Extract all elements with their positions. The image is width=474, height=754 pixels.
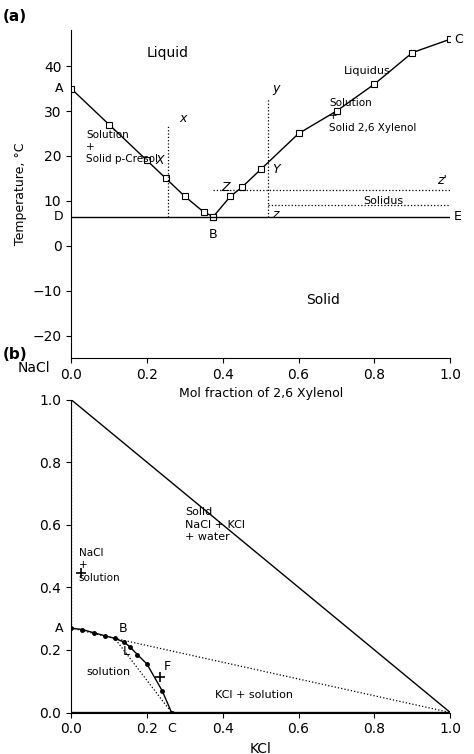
Text: x: x	[179, 112, 187, 124]
Text: C: C	[454, 32, 463, 46]
Text: NaCl
+
solution: NaCl + solution	[79, 548, 120, 583]
Text: X: X	[155, 154, 164, 167]
Text: (b): (b)	[3, 347, 27, 362]
Text: solution: solution	[86, 667, 130, 677]
Text: Solution
+
Solid p-Cresol: Solution + Solid p-Cresol	[86, 130, 158, 164]
Text: Liquid: Liquid	[147, 46, 189, 60]
Text: L: L	[123, 645, 130, 658]
Text: Solution
+
Solid 2,6 Xylenol: Solution + Solid 2,6 Xylenol	[329, 98, 416, 133]
Text: Z: Z	[221, 181, 229, 194]
Y-axis label: Temperature, °C: Temperature, °C	[14, 143, 27, 245]
X-axis label: KCl: KCl	[250, 742, 272, 754]
Text: z': z'	[437, 174, 447, 188]
Text: C: C	[167, 722, 176, 735]
Text: NaCl: NaCl	[18, 360, 51, 375]
Text: E: E	[454, 210, 462, 223]
Text: Solidus: Solidus	[363, 196, 403, 207]
Text: A: A	[55, 82, 64, 95]
Text: y: y	[272, 82, 280, 95]
Text: Solid
NaCl + KCl
+ water: Solid NaCl + KCl + water	[185, 507, 245, 542]
Text: B: B	[118, 622, 127, 635]
Text: KCl + solution: KCl + solution	[215, 691, 293, 700]
Text: D: D	[54, 210, 64, 223]
Text: Solid: Solid	[306, 293, 340, 307]
X-axis label: Mol fraction of 2,6 Xylenol: Mol fraction of 2,6 Xylenol	[179, 388, 343, 400]
Text: F: F	[164, 661, 171, 673]
Text: (a): (a)	[3, 8, 27, 23]
Text: A: A	[55, 621, 64, 635]
Text: Y: Y	[272, 163, 280, 176]
Text: B: B	[209, 228, 218, 241]
Text: z: z	[272, 207, 279, 221]
Text: Liquidus: Liquidus	[344, 66, 391, 75]
